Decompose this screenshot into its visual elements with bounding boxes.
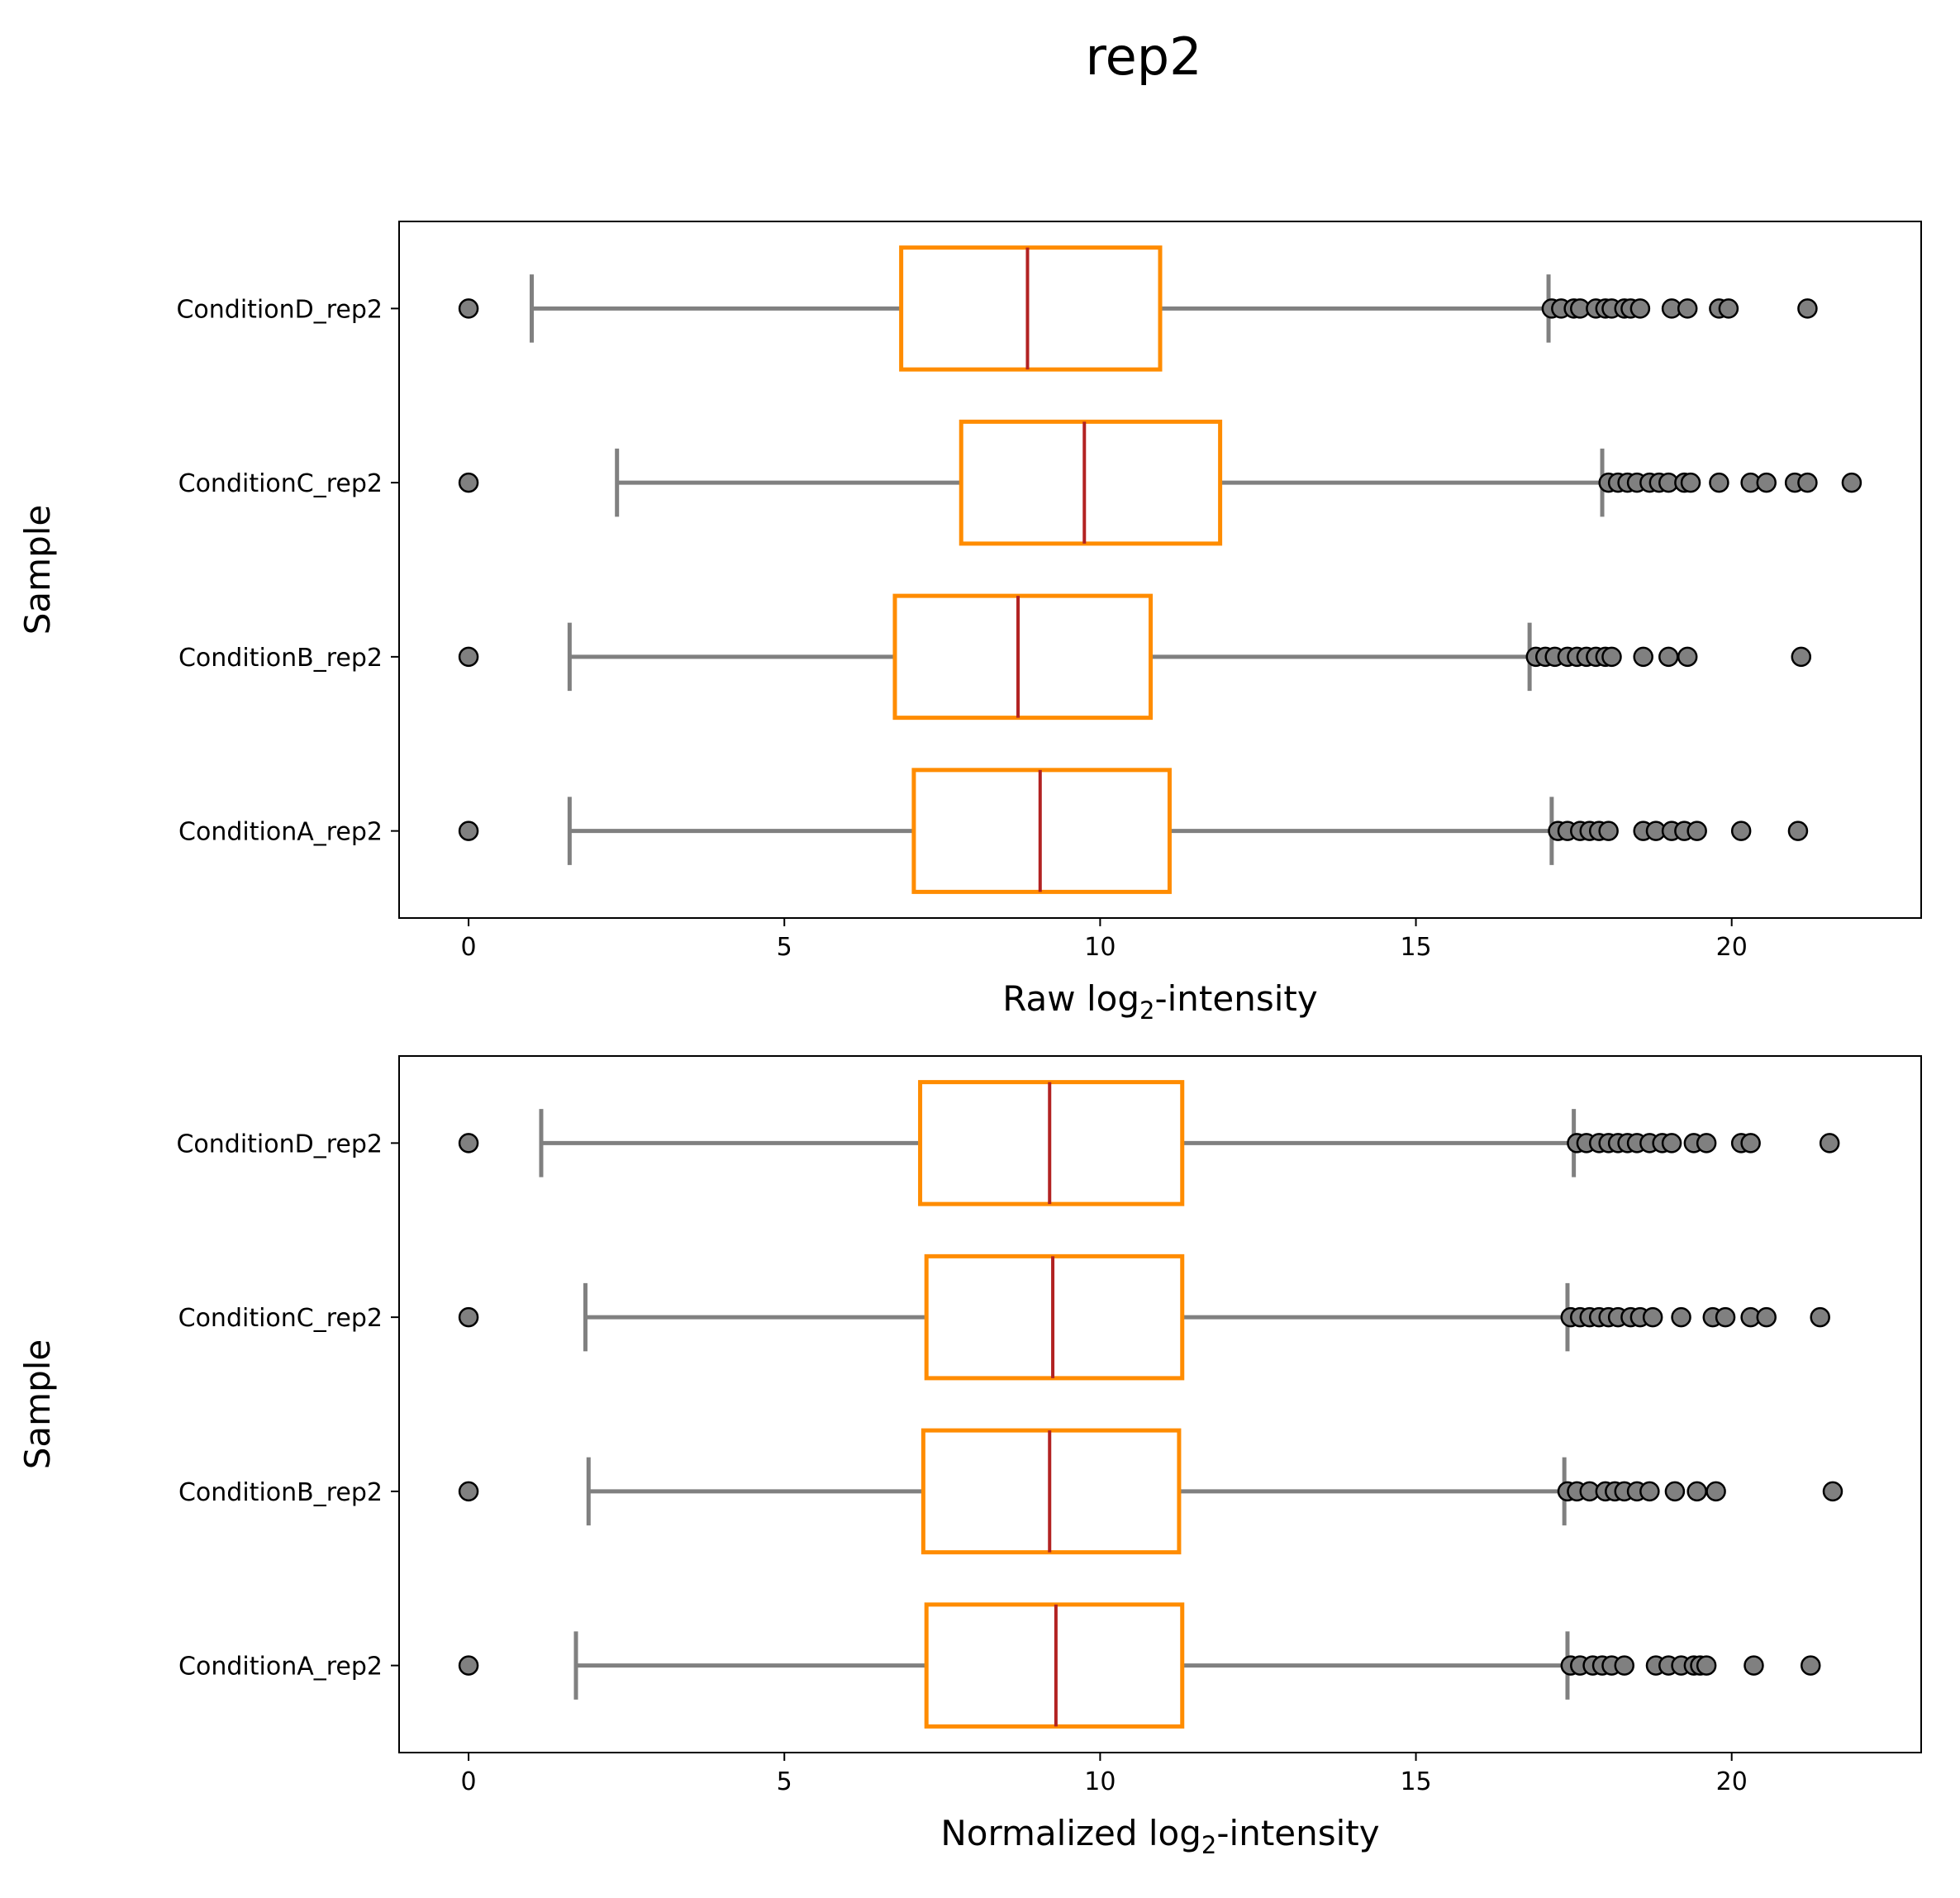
- x-tick-label: 0: [461, 933, 477, 962]
- axes-frame: [398, 221, 1922, 919]
- category-label: ConditionD_rep2: [176, 295, 383, 324]
- outlier-point: [1664, 1481, 1686, 1502]
- iqr-box: [892, 593, 1154, 721]
- box-group-ConditionA_rep2: ConditionA_rep2: [178, 768, 1809, 894]
- outlier-point: [1680, 472, 1701, 493]
- x-tick-label: 5: [777, 1767, 792, 1796]
- outlier-point: [1629, 298, 1651, 319]
- category-label: ConditionA_rep2: [178, 818, 383, 847]
- category-label: ConditionB_rep2: [178, 644, 383, 673]
- outlier-point: [1677, 298, 1698, 319]
- outlier-point: [1598, 821, 1619, 841]
- outlier-point: [458, 646, 479, 668]
- x-axis-label-suffix: -intensity: [1154, 978, 1317, 1019]
- x-axis-label-main: Normalized log: [940, 1813, 1201, 1853]
- outlier-point: [1756, 472, 1777, 493]
- outlier-point: [1642, 1306, 1663, 1328]
- outlier-point: [1705, 1481, 1726, 1502]
- outlier-point: [1696, 1655, 1717, 1676]
- outlier-point: [1686, 1481, 1707, 1502]
- outlier-point: [1639, 1481, 1660, 1502]
- box-group-ConditionB_rep2: ConditionB_rep2: [178, 593, 1812, 721]
- box-group-ConditionC_rep2: ConditionC_rep2: [178, 1253, 1830, 1381]
- x-tick-label: 20: [1716, 933, 1748, 962]
- x-tick-label: 5: [777, 933, 792, 962]
- outlier-point: [458, 1133, 479, 1154]
- outlier-point: [1614, 1655, 1635, 1676]
- outlier-point: [1730, 821, 1752, 841]
- outlier-point: [1696, 1133, 1717, 1154]
- outlier-point: [1671, 1306, 1691, 1328]
- x-axis-label: Normalized log2-intensity: [940, 1813, 1379, 1859]
- iqr-box: [899, 245, 1163, 372]
- outlier-point: [1822, 1481, 1843, 1502]
- outlier-point: [1797, 472, 1818, 493]
- iqr-box: [959, 419, 1223, 546]
- outlier-point: [1819, 1133, 1840, 1154]
- outlier-point: [1677, 646, 1698, 668]
- outlier-point: [1658, 646, 1679, 668]
- outlier-point: [1744, 1655, 1764, 1676]
- category-label: ConditionC_rep2: [178, 469, 383, 498]
- x-tick-label: 10: [1084, 1767, 1116, 1796]
- x-tick-label: 0: [461, 1767, 477, 1796]
- category-label: ConditionA_rep2: [178, 1653, 383, 1682]
- x-tick-label: 15: [1400, 933, 1431, 962]
- outlier-point: [1686, 821, 1707, 841]
- category-label: ConditionC_rep2: [178, 1304, 383, 1333]
- x-axis-label-main: Raw log: [1002, 978, 1139, 1019]
- figure-suptitle: rep2: [1085, 26, 1201, 87]
- outlier-point: [458, 821, 479, 841]
- x-tick-label: 15: [1400, 1767, 1431, 1796]
- box-group-ConditionD_rep2: ConditionD_rep2: [176, 245, 1818, 372]
- outlier-point: [1718, 298, 1739, 319]
- y-axis-label: Sample: [17, 505, 58, 635]
- x-axis-label-suffix: -intensity: [1216, 1813, 1379, 1853]
- outlier-point: [1709, 472, 1729, 493]
- box-group-ConditionC_rep2: ConditionC_rep2: [178, 419, 1862, 546]
- outlier-point: [1601, 646, 1622, 668]
- x-axis-label: Raw log2-intensity: [1002, 978, 1317, 1025]
- outlier-point: [458, 1655, 479, 1676]
- outlier-point: [1715, 1306, 1736, 1328]
- box-group-ConditionD_rep2: ConditionD_rep2: [176, 1080, 1840, 1206]
- outlier-point: [1740, 1133, 1761, 1154]
- category-label: ConditionB_rep2: [178, 1478, 383, 1507]
- x-axis-label-subscript: 2: [1201, 1831, 1216, 1859]
- category-label: ConditionD_rep2: [176, 1130, 383, 1158]
- normalized-intensity-panel: 0 5 10 15 20 Normalized log2-intensity Sample C…: [17, 1055, 1922, 1859]
- outlier-point: [1756, 1306, 1777, 1328]
- outlier-point: [1661, 1133, 1682, 1154]
- outlier-point: [458, 298, 479, 319]
- x-tick-label: 20: [1716, 1767, 1748, 1796]
- outlier-point: [1841, 472, 1862, 493]
- raw-intensity-panel: 0 5 10 15 20 Raw log2-intensity Sample Conditio…: [17, 221, 1922, 1025]
- outlier-point: [1787, 821, 1809, 841]
- x-tick-label: 10: [1084, 933, 1116, 962]
- box-group-ConditionA_rep2: ConditionA_rep2: [178, 1602, 1821, 1729]
- box-group-ConditionB_rep2: ConditionB_rep2: [178, 1428, 1843, 1555]
- outlier-point: [1633, 646, 1653, 668]
- outlier-point: [458, 472, 479, 493]
- axes-frame: [398, 1055, 1922, 1753]
- y-axis-label: Sample: [17, 1339, 58, 1469]
- outlier-point: [458, 1481, 479, 1502]
- outlier-point: [1800, 1655, 1821, 1676]
- outlier-point: [1797, 298, 1818, 319]
- outlier-point: [1791, 646, 1812, 668]
- outlier-point: [1810, 1306, 1830, 1328]
- outlier-point: [458, 1306, 479, 1328]
- x-axis-label-subscript: 2: [1139, 997, 1154, 1025]
